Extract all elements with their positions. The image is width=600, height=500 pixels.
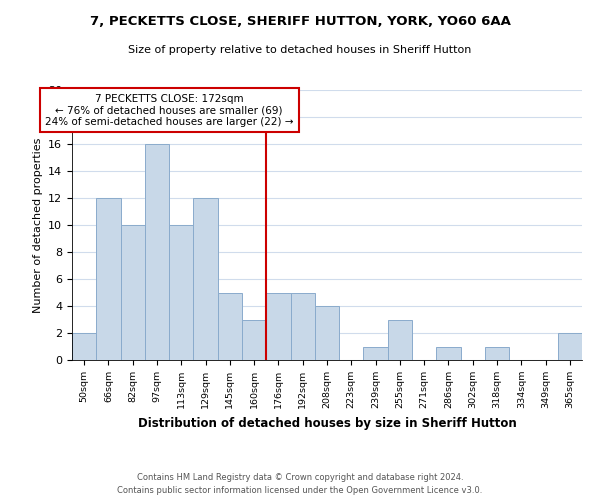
Text: 7, PECKETTS CLOSE, SHERIFF HUTTON, YORK, YO60 6AA: 7, PECKETTS CLOSE, SHERIFF HUTTON, YORK,…: [89, 15, 511, 28]
Bar: [218, 292, 242, 360]
Bar: [436, 346, 461, 360]
X-axis label: Distribution of detached houses by size in Sheriff Hutton: Distribution of detached houses by size …: [137, 416, 517, 430]
Text: Contains HM Land Registry data © Crown copyright and database right 2024.
Contai: Contains HM Land Registry data © Crown c…: [118, 474, 482, 495]
Bar: [169, 225, 193, 360]
Bar: [315, 306, 339, 360]
Bar: [145, 144, 169, 360]
Bar: [266, 292, 290, 360]
Bar: [290, 292, 315, 360]
Bar: [72, 333, 96, 360]
Bar: [96, 198, 121, 360]
Text: 7 PECKETTS CLOSE: 172sqm
← 76% of detached houses are smaller (69)
24% of semi-d: 7 PECKETTS CLOSE: 172sqm ← 76% of detach…: [45, 94, 293, 127]
Bar: [558, 333, 582, 360]
Bar: [242, 320, 266, 360]
Bar: [121, 225, 145, 360]
Y-axis label: Number of detached properties: Number of detached properties: [32, 138, 43, 312]
Bar: [485, 346, 509, 360]
Bar: [388, 320, 412, 360]
Bar: [364, 346, 388, 360]
Text: Size of property relative to detached houses in Sheriff Hutton: Size of property relative to detached ho…: [128, 45, 472, 55]
Bar: [193, 198, 218, 360]
